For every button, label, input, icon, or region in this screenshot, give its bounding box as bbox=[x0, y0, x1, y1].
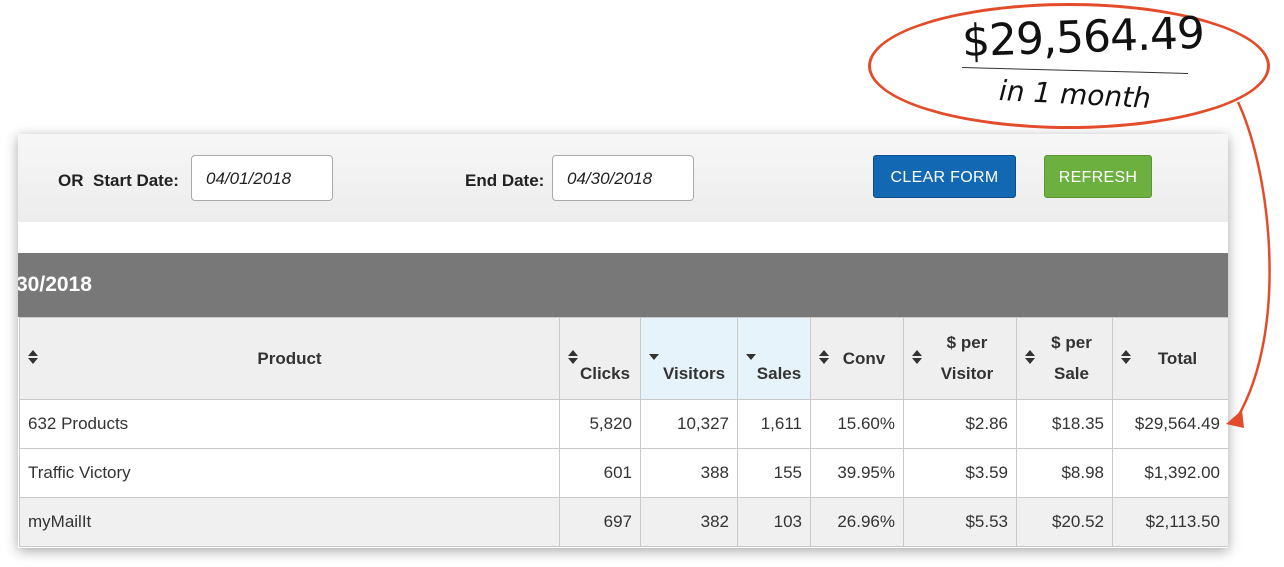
column-header-product[interactable]: Product bbox=[19, 317, 560, 400]
column-header-clicks[interactable]: Clicks bbox=[559, 317, 641, 400]
cell-conv: 15.60% bbox=[810, 399, 904, 449]
sort-icon bbox=[912, 350, 922, 364]
report-table: Product Clicks Visitors Sales Conv bbox=[19, 317, 1228, 547]
cell-per-visitor: $5.53 bbox=[903, 497, 1017, 547]
cell-product: myMailIt bbox=[19, 497, 560, 547]
callout-amount: $29,564.49 bbox=[961, 7, 1205, 68]
cell-sales: 1,611 bbox=[737, 399, 811, 449]
table-row-total: 632 Products 5,820 10,327 1,611 15.60% $… bbox=[19, 399, 1228, 449]
sort-icon bbox=[1121, 350, 1131, 364]
cell-total: $2,113.50 bbox=[1112, 497, 1228, 547]
column-header-visitors[interactable]: Visitors bbox=[640, 317, 738, 400]
cell-visitors: 388 bbox=[640, 448, 738, 498]
callout-ellipse bbox=[868, 3, 1270, 129]
cell-conv: 26.96% bbox=[810, 497, 904, 547]
cell-sales: 103 bbox=[737, 497, 811, 547]
sort-icon bbox=[28, 350, 38, 364]
cell-per-visitor: $3.59 bbox=[903, 448, 1017, 498]
table-row[interactable]: myMailIt 697 382 103 26.96% $5.53 $20.52… bbox=[19, 497, 1228, 547]
sort-desc-icon bbox=[649, 354, 659, 368]
spacer bbox=[18, 222, 1228, 253]
sort-icon bbox=[1025, 350, 1035, 364]
column-header-sales[interactable]: Sales bbox=[737, 317, 811, 400]
start-date-input[interactable]: 04/01/2018 bbox=[191, 155, 333, 201]
cell-total: $29,564.49 bbox=[1112, 399, 1228, 449]
cell-visitors: 10,327 bbox=[640, 399, 738, 449]
date-filter-bar: OR Start Date: 04/01/2018 End Date: 04/3… bbox=[18, 134, 1228, 222]
cell-visitors: 382 bbox=[640, 497, 738, 547]
cell-conv: 39.95% bbox=[810, 448, 904, 498]
cell-product: 632 Products bbox=[19, 399, 560, 449]
column-header-total[interactable]: Total bbox=[1112, 317, 1228, 400]
cell-per-sale: $8.98 bbox=[1016, 448, 1113, 498]
report-card: OR Start Date: 04/01/2018 End Date: 04/3… bbox=[18, 134, 1228, 548]
sort-icon bbox=[568, 350, 578, 364]
cell-per-visitor: $2.86 bbox=[903, 399, 1017, 449]
column-header-per-visitor[interactable]: $ per Visitor bbox=[903, 317, 1017, 400]
date-range-title: 30/2018 bbox=[18, 253, 1228, 317]
end-date-input[interactable]: 04/30/2018 bbox=[552, 155, 694, 201]
cell-clicks: 601 bbox=[559, 448, 641, 498]
cell-per-sale: $20.52 bbox=[1016, 497, 1113, 547]
table-header-row: Product Clicks Visitors Sales Conv bbox=[19, 317, 1228, 400]
cell-total: $1,392.00 bbox=[1112, 448, 1228, 498]
refresh-button[interactable]: REFRESH bbox=[1044, 155, 1152, 198]
table-row[interactable]: Traffic Victory 601 388 155 39.95% $3.59… bbox=[19, 448, 1228, 498]
column-header-conv[interactable]: Conv bbox=[810, 317, 904, 400]
clear-form-button[interactable]: CLEAR FORM bbox=[873, 155, 1016, 198]
cell-product: Traffic Victory bbox=[19, 448, 560, 498]
end-date-label: End Date: bbox=[465, 171, 545, 190]
start-date-label: Start Date: bbox=[93, 171, 179, 190]
or-label: OR bbox=[58, 171, 84, 190]
cell-per-sale: $18.35 bbox=[1016, 399, 1113, 449]
sort-icon bbox=[819, 350, 829, 364]
cell-sales: 155 bbox=[737, 448, 811, 498]
cell-clicks: 5,820 bbox=[559, 399, 641, 449]
cell-clicks: 697 bbox=[559, 497, 641, 547]
sort-desc-icon bbox=[746, 354, 756, 368]
column-header-per-sale[interactable]: $ per Sale bbox=[1016, 317, 1113, 400]
